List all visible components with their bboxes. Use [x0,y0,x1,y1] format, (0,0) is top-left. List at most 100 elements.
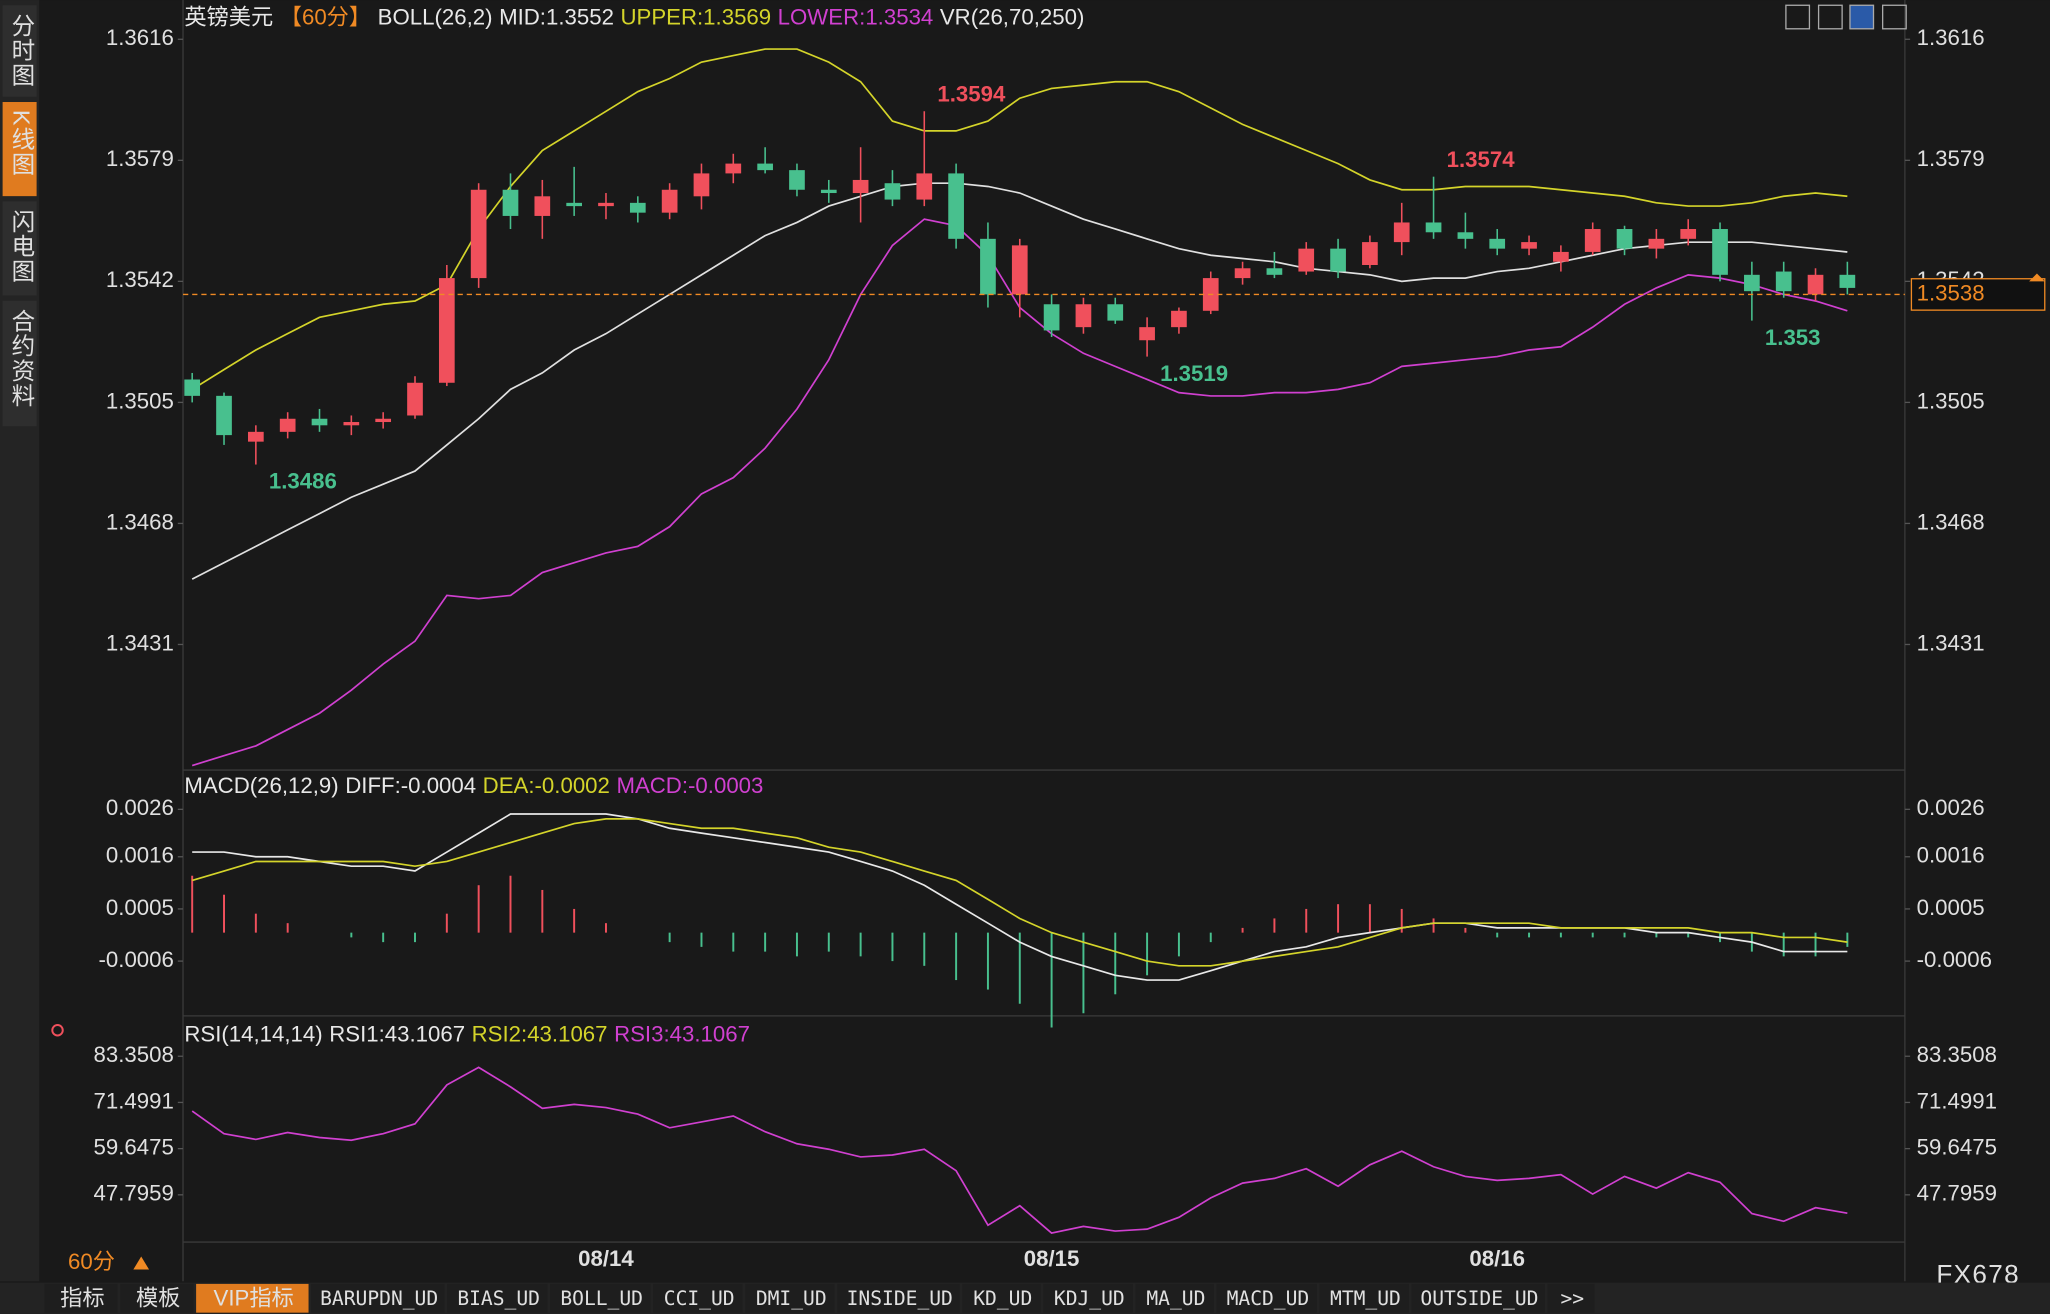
candle-body [1393,222,1410,243]
candle-body [375,418,392,423]
candle-body [980,238,996,295]
y-tick-label: 0.0005 [106,895,174,920]
sidebar-tab-label[interactable]: 分时图 [8,13,34,88]
candle-body [1330,248,1346,272]
candle-body [1425,222,1442,233]
y-tick-label-right: 1.3579 [1917,146,1985,171]
candle-body [1584,229,1601,252]
toolbar-icon[interactable] [1881,4,1907,30]
sidebar-tab-label[interactable]: 闪电图 [8,209,34,284]
y-tick-label-right: 71.4991 [1917,1088,1997,1113]
indicator-label: LOWER:1.3534 [778,4,934,29]
bottom-tab-label[interactable]: 指标 [60,1285,104,1310]
bottom-tab[interactable] [196,1283,309,1313]
sidebar-tab-label[interactable]: K线图 [8,110,34,177]
candle-body [311,418,328,426]
indicator-header: MACD(26,12,9) DIFF:-0.0004 DEA:-0.0002 MACD… [184,773,763,798]
bottom-tab-label[interactable]: DMI_UD [756,1287,827,1310]
candle-body [216,395,232,436]
candle-body [1553,251,1569,262]
bottom-tab[interactable] [1547,1283,1595,1313]
indicator-label: RSI3:43.1067 [614,1021,750,1046]
band-line [191,48,1848,391]
band-line [191,182,1848,580]
bottom-tab-label[interactable]: >> [1560,1287,1584,1310]
toolbar-icon[interactable] [1849,4,1875,30]
candle-body [1139,327,1155,341]
bottom-tab[interactable] [653,1283,743,1313]
candle-body [1298,248,1315,272]
bottom-tab-label[interactable]: VIP指标 [214,1285,294,1310]
x-tick-label: 08/16 [1469,1246,1525,1271]
candle-body [1807,274,1824,295]
bottom-tab-label[interactable]: BOLL_UD [560,1287,643,1310]
candle-body [629,202,646,213]
candle-body [343,422,360,426]
bottom-tab-label[interactable]: INSIDE_UD [847,1287,953,1310]
bottom-tab[interactable] [1319,1283,1409,1313]
bottom-tab[interactable] [962,1283,1041,1313]
candle-body [852,179,869,194]
toolbar-icon[interactable] [1785,4,1811,30]
sidebar-tab-label[interactable]: 合约资料 [8,308,35,408]
indicator-header: RSI(14,14,14) RSI1:43.1067 RSI2:43.1067 RSI… [184,1021,750,1046]
candle-body [1043,304,1060,331]
bottom-tab[interactable] [1411,1283,1545,1313]
bottom-tab-label[interactable]: KDJ_UD [1054,1287,1125,1310]
indicator-header: 英镑美元 【60分】 BOLL(26,2) MID:1.3552 UPPER:1.356… [184,4,1084,29]
sidebar-tab[interactable] [2,102,37,197]
bottom-tab[interactable] [447,1283,548,1313]
y-tick-label: 47.7959 [94,1181,174,1206]
bottom-tab[interactable] [1135,1283,1214,1313]
bottom-tab[interactable] [837,1283,960,1313]
macd-line [191,818,1848,967]
bottom-tab[interactable] [120,1283,194,1313]
period-label[interactable]: 60分 [68,1249,115,1274]
bottom-tab-label[interactable]: OUTSIDE_UD [1420,1287,1538,1310]
bottom-tab-label[interactable]: BIAS_UD [457,1287,540,1310]
bottom-tab-label[interactable]: 模板 [136,1285,180,1310]
y-tick-label-right: 0.0016 [1917,843,1985,868]
period-arrow[interactable] [133,1256,150,1270]
bottom-tab[interactable] [1216,1283,1317,1313]
bottom-tab-label[interactable]: CCI_UD [664,1287,735,1310]
candle-body [1648,238,1665,249]
indicator-label: MACD:-0.0003 [616,773,763,798]
bottom-tab[interactable] [44,1283,118,1313]
candle-body [916,173,933,200]
extreme-label: 1.3594 [937,81,1006,106]
y-tick-label-right: 1.3505 [1917,388,1985,413]
extreme-label: 1.353 [1765,325,1821,350]
candle-body [757,163,773,171]
bottom-tab-label[interactable]: MACD_UD [1227,1287,1310,1310]
y-tick-label-right: 1.3616 [1917,25,1985,50]
sidebar-tab[interactable] [2,300,37,427]
sidebar-tab[interactable] [2,5,37,97]
y-tick-label-right: 1.3468 [1917,509,1985,534]
candle-body [502,189,519,216]
bottom-tab[interactable] [311,1283,445,1313]
rsi-icon[interactable] [51,1024,64,1037]
sidebar-tab[interactable] [2,201,37,296]
bottom-tab[interactable] [1043,1283,1133,1313]
bottom-tab-label[interactable]: MTM_UD [1330,1287,1401,1310]
candle-body [1234,268,1251,279]
bottom-tab[interactable] [745,1283,835,1313]
extreme-label: 1.3486 [269,469,337,494]
indicator-label: RSI1:43.1067 [329,1021,465,1046]
candle-body [534,196,551,216]
candle-body [407,382,423,416]
rsi-line [191,1066,1848,1234]
last-price-arrow [2029,273,2045,282]
bottom-tab-label[interactable]: MA_UD [1146,1287,1205,1310]
indicator-label: 英镑美元 [184,4,273,29]
indicator-label: RSI2:43.1067 [472,1021,608,1046]
indicator-label: 【60分】 [280,4,371,29]
bottom-tab[interactable] [550,1283,651,1313]
bottom-tab-label[interactable]: KD_UD [973,1287,1032,1310]
bottom-tab-label[interactable]: BARUPDN_UD [320,1287,438,1310]
y-tick-label: 0.0026 [106,795,174,820]
last-price-label: 1.3538 [1917,280,1985,305]
y-tick-label: 1.3542 [106,267,174,292]
toolbar-icon[interactable] [1817,4,1843,30]
